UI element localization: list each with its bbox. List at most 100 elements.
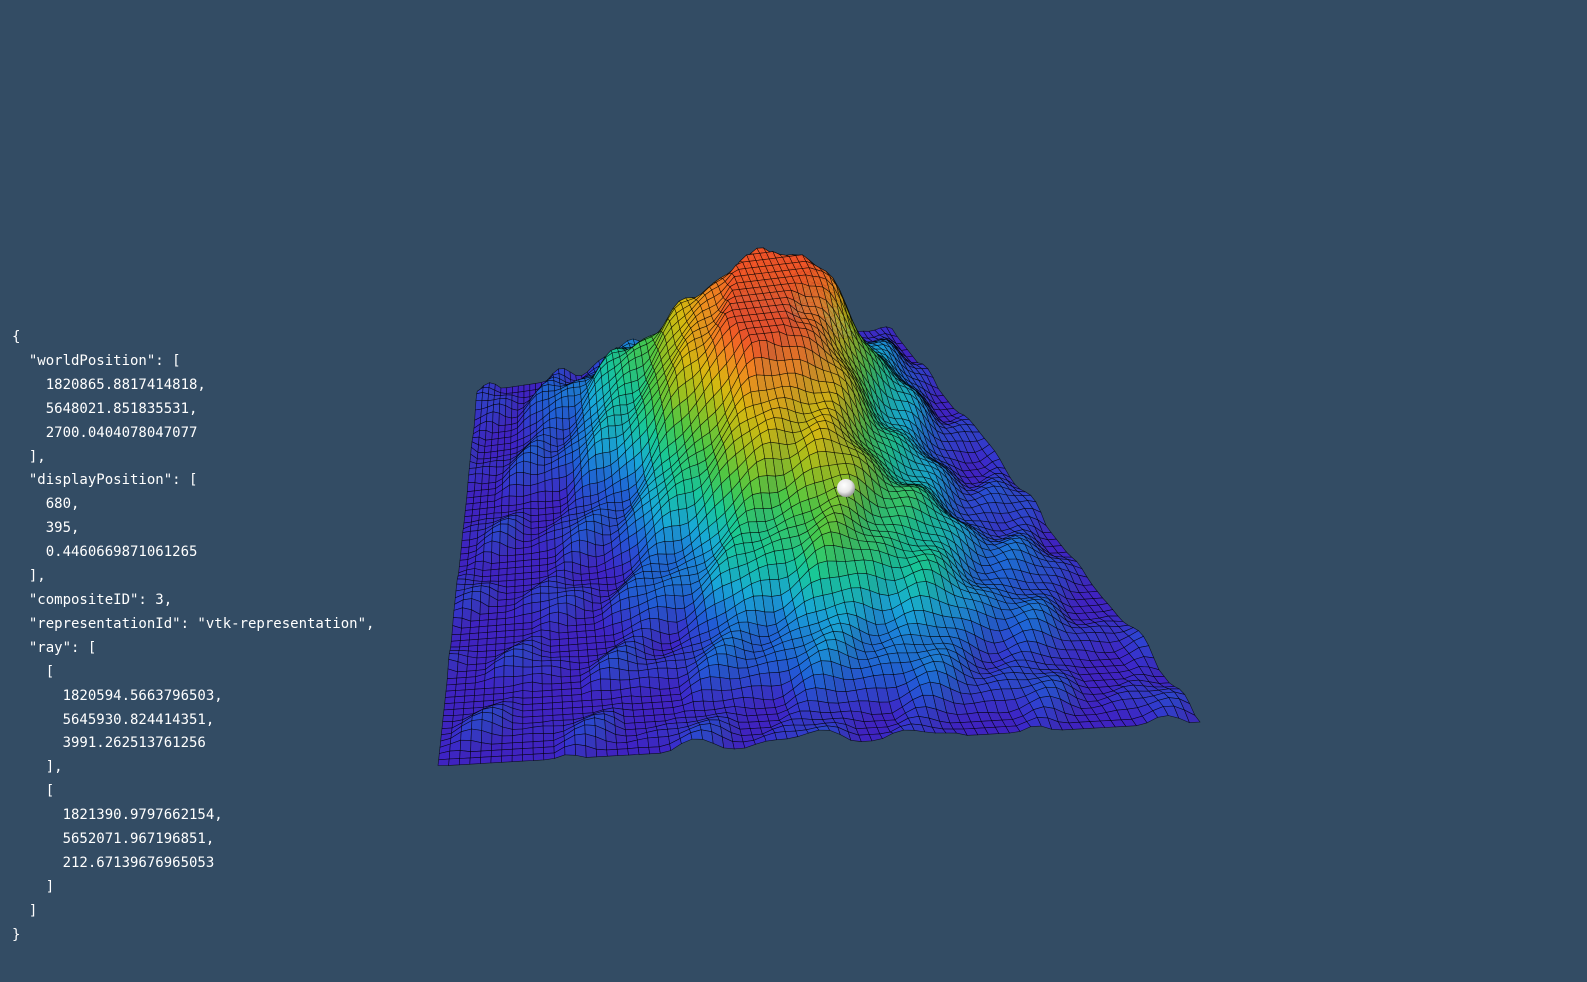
mesh-cell xyxy=(549,417,557,429)
mesh-cell xyxy=(483,687,495,696)
mesh-cell xyxy=(489,460,498,468)
mesh-cell xyxy=(522,602,533,616)
mesh-cell xyxy=(460,546,470,555)
mesh-cell xyxy=(558,638,570,646)
mesh-cell xyxy=(481,473,490,485)
mesh-cell xyxy=(453,702,465,710)
mesh-cell xyxy=(476,452,485,460)
mesh-cell xyxy=(531,592,541,604)
mesh-cell xyxy=(522,716,534,724)
mesh-cell xyxy=(532,725,544,735)
mesh-cell xyxy=(652,707,665,716)
mesh-cell xyxy=(469,626,480,635)
mesh-cell xyxy=(464,688,476,697)
mesh-cell xyxy=(504,430,512,439)
mesh-cell xyxy=(659,688,672,696)
mesh-cell xyxy=(517,391,525,398)
mesh-cell xyxy=(455,683,467,691)
mesh-cell xyxy=(477,631,488,640)
mesh-cell xyxy=(508,483,517,497)
pick-info-line: 0.4460669871061265 xyxy=(12,544,198,561)
mesh-cell xyxy=(598,583,609,592)
mesh-cell xyxy=(567,624,578,633)
mesh-cell xyxy=(506,386,513,394)
mesh-cell xyxy=(465,496,475,505)
mesh-cell xyxy=(479,501,488,510)
mesh-cell xyxy=(531,571,541,579)
mesh-cell xyxy=(627,586,639,598)
mesh-cell xyxy=(523,553,532,561)
pick-info-line: 1821390.9797662154, xyxy=(12,807,223,824)
mesh-cell xyxy=(522,578,532,586)
mesh-cell xyxy=(529,383,536,391)
mesh-cell xyxy=(484,445,492,454)
mesh-cell xyxy=(442,715,454,723)
mesh-cell xyxy=(570,675,581,683)
mesh-cell xyxy=(555,417,564,431)
terrain-mesh-quads xyxy=(437,247,1201,766)
mesh-cell xyxy=(501,755,513,763)
mesh-cell xyxy=(732,697,746,708)
pick-info-line: 1820865.8817414818, xyxy=(12,376,206,393)
mesh-cell xyxy=(466,656,478,666)
pick-info-line: "worldPosition": [ xyxy=(12,352,181,369)
mesh-cell xyxy=(515,547,524,556)
mesh-cell xyxy=(487,618,498,627)
pick-info-line: [ xyxy=(12,663,55,680)
mesh-cell xyxy=(512,722,524,730)
mesh-cell xyxy=(586,636,597,644)
mesh-cell xyxy=(732,741,746,750)
mesh-cell xyxy=(550,656,561,661)
mesh-cell xyxy=(722,698,736,709)
mesh-cell xyxy=(530,521,540,529)
mesh-cell xyxy=(571,687,582,696)
mesh-cell xyxy=(511,754,524,763)
mesh-cell xyxy=(479,613,489,621)
mesh-cell xyxy=(629,677,641,689)
mesh-cell xyxy=(569,661,581,671)
mesh-cell xyxy=(574,743,587,758)
mesh-cell xyxy=(455,677,467,685)
mesh-cell xyxy=(463,695,475,703)
mesh-cell xyxy=(570,681,582,690)
mesh-cell xyxy=(630,695,643,705)
mesh-cell xyxy=(498,574,508,582)
mesh-cell xyxy=(621,695,633,705)
mesh-cell xyxy=(532,740,544,749)
mesh-cell xyxy=(523,546,532,555)
mesh-cell xyxy=(507,554,516,563)
mesh-cell xyxy=(616,748,629,756)
mesh-cell xyxy=(652,649,664,657)
mesh-cell xyxy=(474,688,485,696)
mesh-cell xyxy=(581,699,593,708)
mesh-cell xyxy=(672,584,684,597)
mesh-cell xyxy=(532,733,544,743)
pick-info-line: 212.67139676965053 xyxy=(12,854,215,871)
mesh-cell xyxy=(498,424,506,433)
mesh-cell xyxy=(481,575,492,582)
mesh-cell xyxy=(489,574,500,582)
mesh-cell xyxy=(548,586,558,594)
mesh-cell xyxy=(595,748,608,758)
mesh-cell xyxy=(576,630,587,639)
mesh-cell xyxy=(578,529,588,542)
mesh-cell xyxy=(545,506,554,515)
mesh-cell xyxy=(656,728,669,738)
mesh-cell xyxy=(511,408,519,419)
mesh-cell xyxy=(673,652,686,661)
mesh-cell xyxy=(466,490,475,499)
mesh-cell xyxy=(466,663,477,672)
mesh-cell xyxy=(506,560,516,569)
mesh-cell xyxy=(448,758,461,766)
mesh-cell xyxy=(495,630,506,639)
mesh-cell xyxy=(491,743,503,751)
mesh-cell xyxy=(643,714,656,723)
mesh-cell xyxy=(552,506,562,514)
mesh-cell xyxy=(459,739,472,753)
mesh-cell xyxy=(562,418,571,431)
mesh-cell xyxy=(523,390,531,398)
mesh-cell xyxy=(522,697,534,706)
mesh-cell xyxy=(635,577,646,587)
